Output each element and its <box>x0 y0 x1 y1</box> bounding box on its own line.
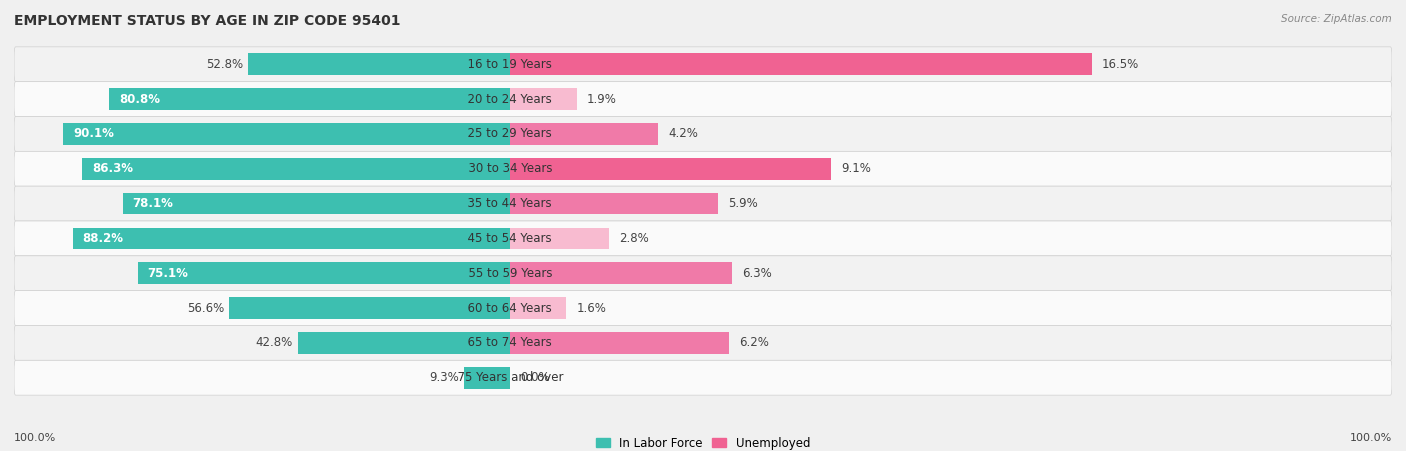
FancyBboxPatch shape <box>14 82 1392 116</box>
Bar <box>63 123 510 145</box>
FancyBboxPatch shape <box>14 326 1392 360</box>
Text: 1.9%: 1.9% <box>586 92 617 106</box>
FancyBboxPatch shape <box>14 186 1392 221</box>
FancyBboxPatch shape <box>14 116 1392 152</box>
Text: 56.6%: 56.6% <box>187 302 225 314</box>
Text: 86.3%: 86.3% <box>91 162 134 175</box>
Bar <box>138 262 510 284</box>
Bar <box>229 297 510 319</box>
Text: 6.3%: 6.3% <box>742 267 772 280</box>
Text: 9.3%: 9.3% <box>429 371 458 384</box>
Bar <box>110 88 510 110</box>
Text: 30 to 34 Years: 30 to 34 Years <box>461 162 560 175</box>
Bar <box>510 158 831 179</box>
Text: 5.9%: 5.9% <box>728 197 758 210</box>
Text: Source: ZipAtlas.com: Source: ZipAtlas.com <box>1281 14 1392 23</box>
Text: 100.0%: 100.0% <box>1350 433 1392 443</box>
Text: 1.6%: 1.6% <box>576 302 606 314</box>
Text: 55 to 59 Years: 55 to 59 Years <box>461 267 560 280</box>
Text: 6.2%: 6.2% <box>738 336 769 350</box>
Text: 16 to 19 Years: 16 to 19 Years <box>460 58 560 71</box>
Bar <box>510 88 576 110</box>
Bar <box>73 228 510 249</box>
Text: 2.8%: 2.8% <box>619 232 648 245</box>
Text: 16.5%: 16.5% <box>1102 58 1139 71</box>
FancyBboxPatch shape <box>14 221 1392 256</box>
Bar <box>510 193 718 214</box>
FancyBboxPatch shape <box>14 256 1392 290</box>
Text: 60 to 64 Years: 60 to 64 Years <box>460 302 560 314</box>
FancyBboxPatch shape <box>14 152 1392 186</box>
Bar <box>510 262 733 284</box>
Text: 65 to 74 Years: 65 to 74 Years <box>460 336 560 350</box>
Text: 45 to 54 Years: 45 to 54 Years <box>461 232 560 245</box>
Legend: In Labor Force, Unemployed: In Labor Force, Unemployed <box>591 432 815 451</box>
Text: 9.1%: 9.1% <box>841 162 870 175</box>
Bar <box>510 54 1092 75</box>
Text: 20 to 24 Years: 20 to 24 Years <box>460 92 560 106</box>
Text: 75.1%: 75.1% <box>148 267 188 280</box>
FancyBboxPatch shape <box>14 290 1392 326</box>
Text: 0.0%: 0.0% <box>520 371 550 384</box>
Bar <box>510 297 567 319</box>
Bar <box>510 123 658 145</box>
Text: 35 to 44 Years: 35 to 44 Years <box>461 197 560 210</box>
Text: 25 to 29 Years: 25 to 29 Years <box>460 128 560 140</box>
Bar <box>249 54 510 75</box>
Bar <box>510 228 609 249</box>
Bar <box>298 332 510 354</box>
Text: 88.2%: 88.2% <box>83 232 124 245</box>
Bar <box>464 367 510 388</box>
Text: 4.2%: 4.2% <box>668 128 697 140</box>
Text: 80.8%: 80.8% <box>120 92 160 106</box>
Text: 42.8%: 42.8% <box>256 336 292 350</box>
Text: EMPLOYMENT STATUS BY AGE IN ZIP CODE 95401: EMPLOYMENT STATUS BY AGE IN ZIP CODE 954… <box>14 14 401 28</box>
Text: 78.1%: 78.1% <box>132 197 173 210</box>
Text: 52.8%: 52.8% <box>207 58 243 71</box>
Text: 100.0%: 100.0% <box>14 433 56 443</box>
FancyBboxPatch shape <box>14 360 1392 395</box>
Bar <box>82 158 510 179</box>
Text: 90.1%: 90.1% <box>73 128 114 140</box>
FancyBboxPatch shape <box>14 47 1392 82</box>
Bar <box>122 193 510 214</box>
Text: 75 Years and over: 75 Years and over <box>450 371 571 384</box>
Bar <box>510 332 728 354</box>
